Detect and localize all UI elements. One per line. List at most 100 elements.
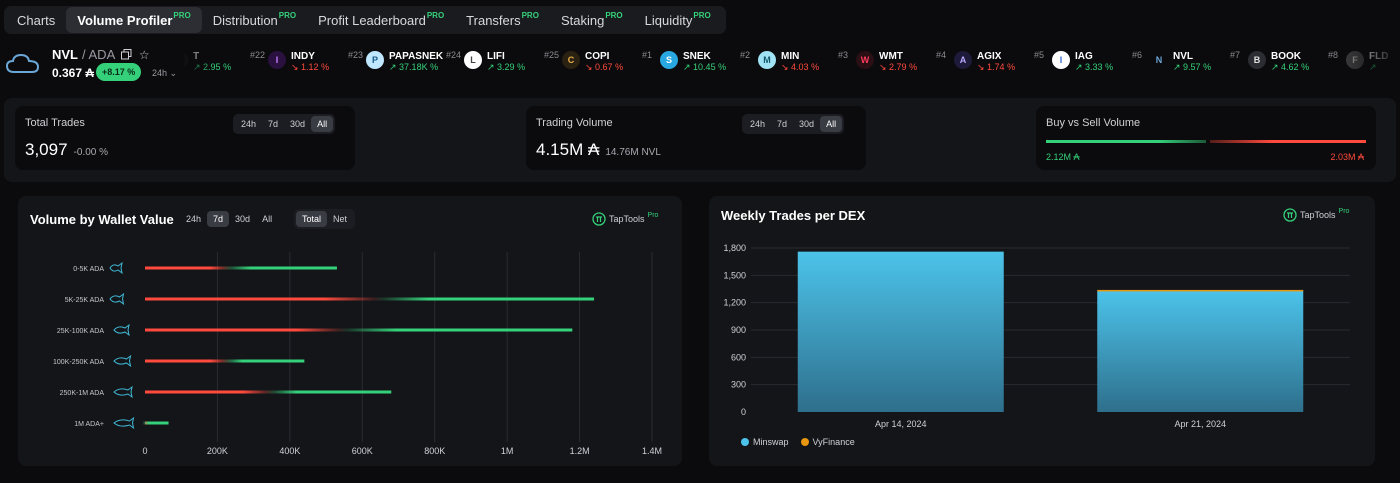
- ticker-item-copi[interactable]: #25 C COPI ↘ 0.67 %: [544, 46, 640, 80]
- x-tick-label: Apr 21, 2024: [1174, 419, 1226, 429]
- token-quote: / ADA: [82, 47, 116, 62]
- wallet-timeframe-option-7d[interactable]: 7d: [207, 211, 230, 227]
- ticker-item-wmt[interactable]: #3 W WMT ↘ 2.79 %: [838, 46, 934, 80]
- x-tick-label: 400K: [279, 446, 300, 456]
- trading-volume-timeframe: 24h 7d 30d All: [742, 114, 845, 134]
- cloud-icon: [5, 53, 40, 73]
- vyfinance-bar: [1097, 289, 1304, 292]
- tab-label: Charts: [17, 12, 56, 28]
- wallet-category-label: 25K-100K ADA: [57, 328, 104, 335]
- star-icon[interactable]: ☆: [138, 47, 150, 62]
- ticker-item-agix[interactable]: #4 A AGIX ↘ 1.74 %: [936, 46, 1032, 80]
- buy-volume-value: 2.12M ₳: [1046, 152, 1080, 162]
- minswap-bar: [797, 251, 1004, 412]
- wallet-timeframe-option-30d[interactable]: 30d: [235, 214, 251, 224]
- tab-distribution[interactable]: Distribution PRO: [202, 7, 307, 33]
- arrow-down-icon: ↘: [585, 62, 596, 72]
- whale-icon: [109, 261, 123, 275]
- pro-badge: PRO: [278, 10, 297, 20]
- pro-badge: PRO: [605, 10, 623, 20]
- ticker-item-fld[interactable]: #8 F FLD ↗: [1328, 46, 1400, 80]
- ticker-item-iag[interactable]: #5 I IAG ↗ 3.33 %: [1034, 46, 1130, 80]
- wallet-mode-option-total[interactable]: Total: [296, 211, 328, 227]
- total-trades-value-row: 3,097 -0.00 %: [25, 140, 108, 160]
- ticker-change: ↗ 9.57 %: [1173, 62, 1211, 73]
- trades-timeframe-option-30d[interactable]: 30d: [290, 119, 306, 129]
- taptools-name: TapTools: [609, 214, 645, 224]
- tab-liquidity[interactable]: Liquidity PRO: [634, 7, 722, 33]
- whale-icon: [113, 416, 135, 430]
- volume-timeframe-option-24h[interactable]: 24h: [750, 119, 766, 129]
- ticker-change-value: 4.03 %: [791, 62, 820, 72]
- ticker-item-t[interactable]: TT↗ 2.95 %: [182, 46, 248, 80]
- volume-timeframe-option-all[interactable]: All: [820, 116, 843, 132]
- y-tick-label: 300: [731, 380, 746, 390]
- taptools-pro: Pro: [647, 211, 659, 219]
- volume-timeframe-option-7d[interactable]: 7d: [777, 119, 788, 129]
- price-change-badge: +8.17 %: [96, 63, 142, 81]
- total-trades-label: Total Trades: [25, 117, 85, 129]
- arrow-up-icon: ↗: [1075, 62, 1086, 72]
- legend-item-minswap[interactable]: Minswap: [741, 437, 789, 447]
- ticker-change: ↗ 10.45 %: [683, 62, 726, 73]
- ticker-rank: #25: [544, 50, 560, 60]
- ticker-rank: #3: [838, 50, 849, 60]
- volume-by-wallet-panel: Volume by Wallet Value 24h 7d 30d All Total…: [18, 196, 682, 466]
- ticker-change: ↗ 3.29 %: [487, 62, 525, 73]
- ticker-change-value: 0.67 %: [595, 62, 624, 72]
- ticker-item-papasnek[interactable]: #23 P PAPASNEK ↗ 37.18K %: [348, 46, 444, 80]
- legend-item-vyfinance[interactable]: VyFinance: [800, 437, 855, 447]
- arrow-up-icon: ↗: [193, 62, 204, 72]
- agix-logo-icon: A: [954, 51, 972, 69]
- ticker-rank: #24: [446, 50, 462, 60]
- ticker-rank: #22: [250, 50, 266, 60]
- legend-dot-icon: [741, 438, 749, 446]
- timeframe-select[interactable]: 24h ⌄: [152, 68, 177, 79]
- ticker-item-nvl[interactable]: #6 N NVL ↗ 9.57 %: [1132, 46, 1228, 80]
- wallet-timeframe-option-all[interactable]: All: [262, 214, 273, 224]
- ticker-rank: #6: [1132, 50, 1143, 60]
- taptools-brand-dex: TapTools Pro: [1283, 208, 1349, 222]
- nvl-logo-icon: N: [1150, 51, 1168, 69]
- volume-timeframe-option-30d[interactable]: 30d: [799, 119, 815, 129]
- ticker-rank: #8: [1328, 50, 1339, 60]
- tab-charts[interactable]: Charts: [6, 7, 66, 33]
- wallet-timeframe-option-24h[interactable]: 24h: [186, 214, 202, 224]
- sell-volume-value: 2.03M ₳: [1330, 152, 1364, 162]
- arrow-up-icon: ↗: [1173, 62, 1184, 72]
- sell-volume-bar: [145, 266, 232, 270]
- trades-timeframe-option-24h[interactable]: 24h: [241, 119, 257, 129]
- x-tick-label: 800K: [424, 446, 445, 456]
- ticker-change-value: 1.12 %: [301, 62, 330, 72]
- tab-profit-leaderboard[interactable]: Profit Leaderboard PRO: [307, 7, 455, 33]
- ticker-change-value: 2.79 %: [889, 62, 918, 72]
- taptools-logo-icon: [1283, 208, 1297, 222]
- wallet-mode-option-net[interactable]: Net: [333, 214, 348, 224]
- ticker-symbol: FLD: [1369, 51, 1389, 62]
- legend-label: Minswap: [753, 437, 789, 447]
- iag-logo-icon: I: [1052, 51, 1070, 69]
- tab-transfers[interactable]: Transfers PRO: [455, 7, 550, 33]
- y-tick-label: 1,800: [723, 243, 746, 253]
- taptools-logo-icon: [592, 212, 606, 226]
- ticker-item-snek[interactable]: #1 S SNEK ↗ 10.45 %: [642, 46, 738, 80]
- tab-staking[interactable]: Staking PRO: [550, 7, 634, 33]
- buy-volume-bar: [221, 266, 337, 270]
- total-trades-value: 3,097: [25, 140, 68, 159]
- x-tick-label: 0: [142, 446, 147, 456]
- buy-volume-bar: [374, 297, 595, 301]
- tab-volume-profiler[interactable]: Volume Profiler PRO: [66, 7, 202, 33]
- y-tick-label: 600: [731, 352, 746, 362]
- wallet-category-label: 100K-250K ADA: [53, 359, 104, 366]
- trades-timeframe-option-all[interactable]: All: [311, 116, 334, 132]
- ticker-item-min[interactable]: #2 M MIN ↘ 4.03 %: [740, 46, 836, 80]
- trading-volume-value: 4.15M ₳: [536, 140, 600, 159]
- ticker-item-book[interactable]: #7 B BOOK ↗ 4.62 %: [1230, 46, 1326, 80]
- x-tick-label: Apr 14, 2024: [875, 419, 927, 429]
- ticker-item-indy[interactable]: #22 I INDY ↘ 1.12 %: [250, 46, 346, 80]
- trades-timeframe-option-7d[interactable]: 7d: [268, 119, 279, 129]
- ticker-item-lifi[interactable]: #24 L LIFI ↗ 3.29 %: [446, 46, 542, 80]
- copy-icon[interactable]: [119, 48, 133, 62]
- weekly-trades-chart: 0 300 600 900 1,200 1,500 1,800 Apr 14, 2024 Apr…: [723, 243, 1350, 429]
- ticker-change: ↗ 4.62 %: [1271, 62, 1309, 73]
